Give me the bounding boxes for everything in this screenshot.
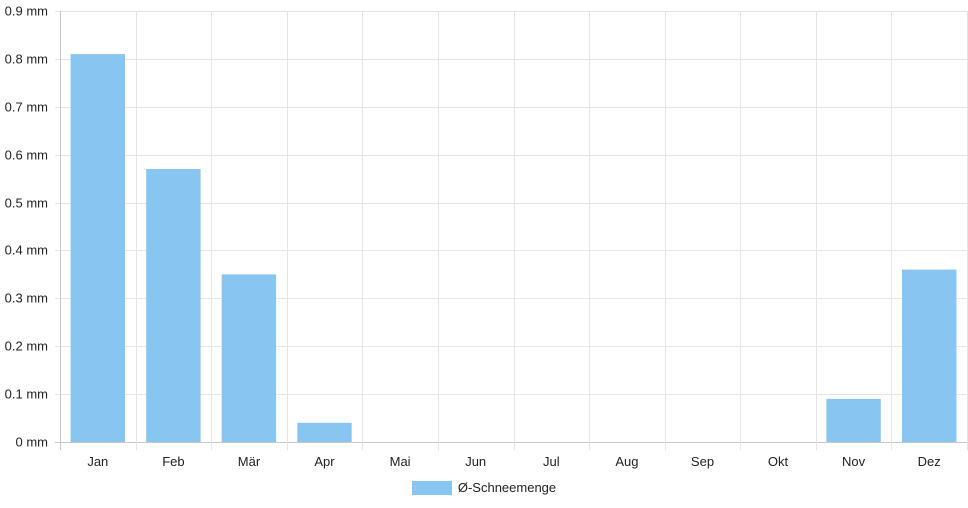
y-tick-label: 0.1 mm bbox=[5, 387, 48, 402]
y-tick-label: 0 mm bbox=[16, 435, 49, 450]
bar-series bbox=[70, 54, 957, 442]
x-tick-label: Jul bbox=[543, 454, 560, 469]
x-tick-label: Feb bbox=[162, 454, 184, 469]
y-tick-label: 0.7 mm bbox=[5, 100, 48, 115]
bar[interactable] bbox=[146, 169, 201, 442]
x-tick-label: Okt bbox=[768, 454, 789, 469]
x-axis: Jan Feb Mär Apr Mai Jun Jul Aug Sep Okt Nov Dez bbox=[87, 454, 940, 469]
y-axis: 0 mm 0.1 mm 0.2 mm 0.3 mm 0.4 mm 0.5 mm 0.6 mm… bbox=[5, 4, 48, 450]
bar[interactable] bbox=[826, 398, 881, 442]
x-tick-label: Nov bbox=[842, 454, 866, 469]
x-tick-label: Sep bbox=[691, 454, 714, 469]
y-tick-label: 0.5 mm bbox=[5, 196, 48, 211]
x-tick-label: Mär bbox=[238, 454, 261, 469]
legend-label: Ø-Schneemenge bbox=[457, 480, 557, 495]
y-tick-label: 0.8 mm bbox=[5, 52, 48, 67]
bar[interactable] bbox=[70, 54, 125, 442]
x-tick-label: Jan bbox=[87, 454, 108, 469]
bar[interactable] bbox=[221, 274, 277, 442]
x-tick-label: Dez bbox=[918, 454, 941, 469]
bar[interactable] bbox=[297, 422, 352, 442]
y-tick-label: 0.2 mm bbox=[5, 339, 48, 354]
y-tick-label: 0.3 mm bbox=[5, 291, 48, 306]
x-tick-label: Aug bbox=[615, 454, 638, 469]
x-tick-label: Apr bbox=[314, 454, 335, 469]
y-tick-label: 0.9 mm bbox=[5, 4, 48, 19]
legend[interactable]: Ø-Schneemenge bbox=[0, 480, 968, 495]
y-tick-label: 0.4 mm bbox=[5, 243, 48, 258]
y-tick-label: 0.6 mm bbox=[5, 148, 48, 163]
x-tick-label: Jun bbox=[465, 454, 486, 469]
legend-swatch bbox=[411, 480, 452, 495]
x-tick-label: Mai bbox=[390, 454, 411, 469]
snow-chart: 0 mm 0.1 mm 0.2 mm 0.3 mm 0.4 mm 0.5 mm 0.6 mm… bbox=[5, 4, 968, 469]
bar[interactable] bbox=[902, 269, 957, 442]
